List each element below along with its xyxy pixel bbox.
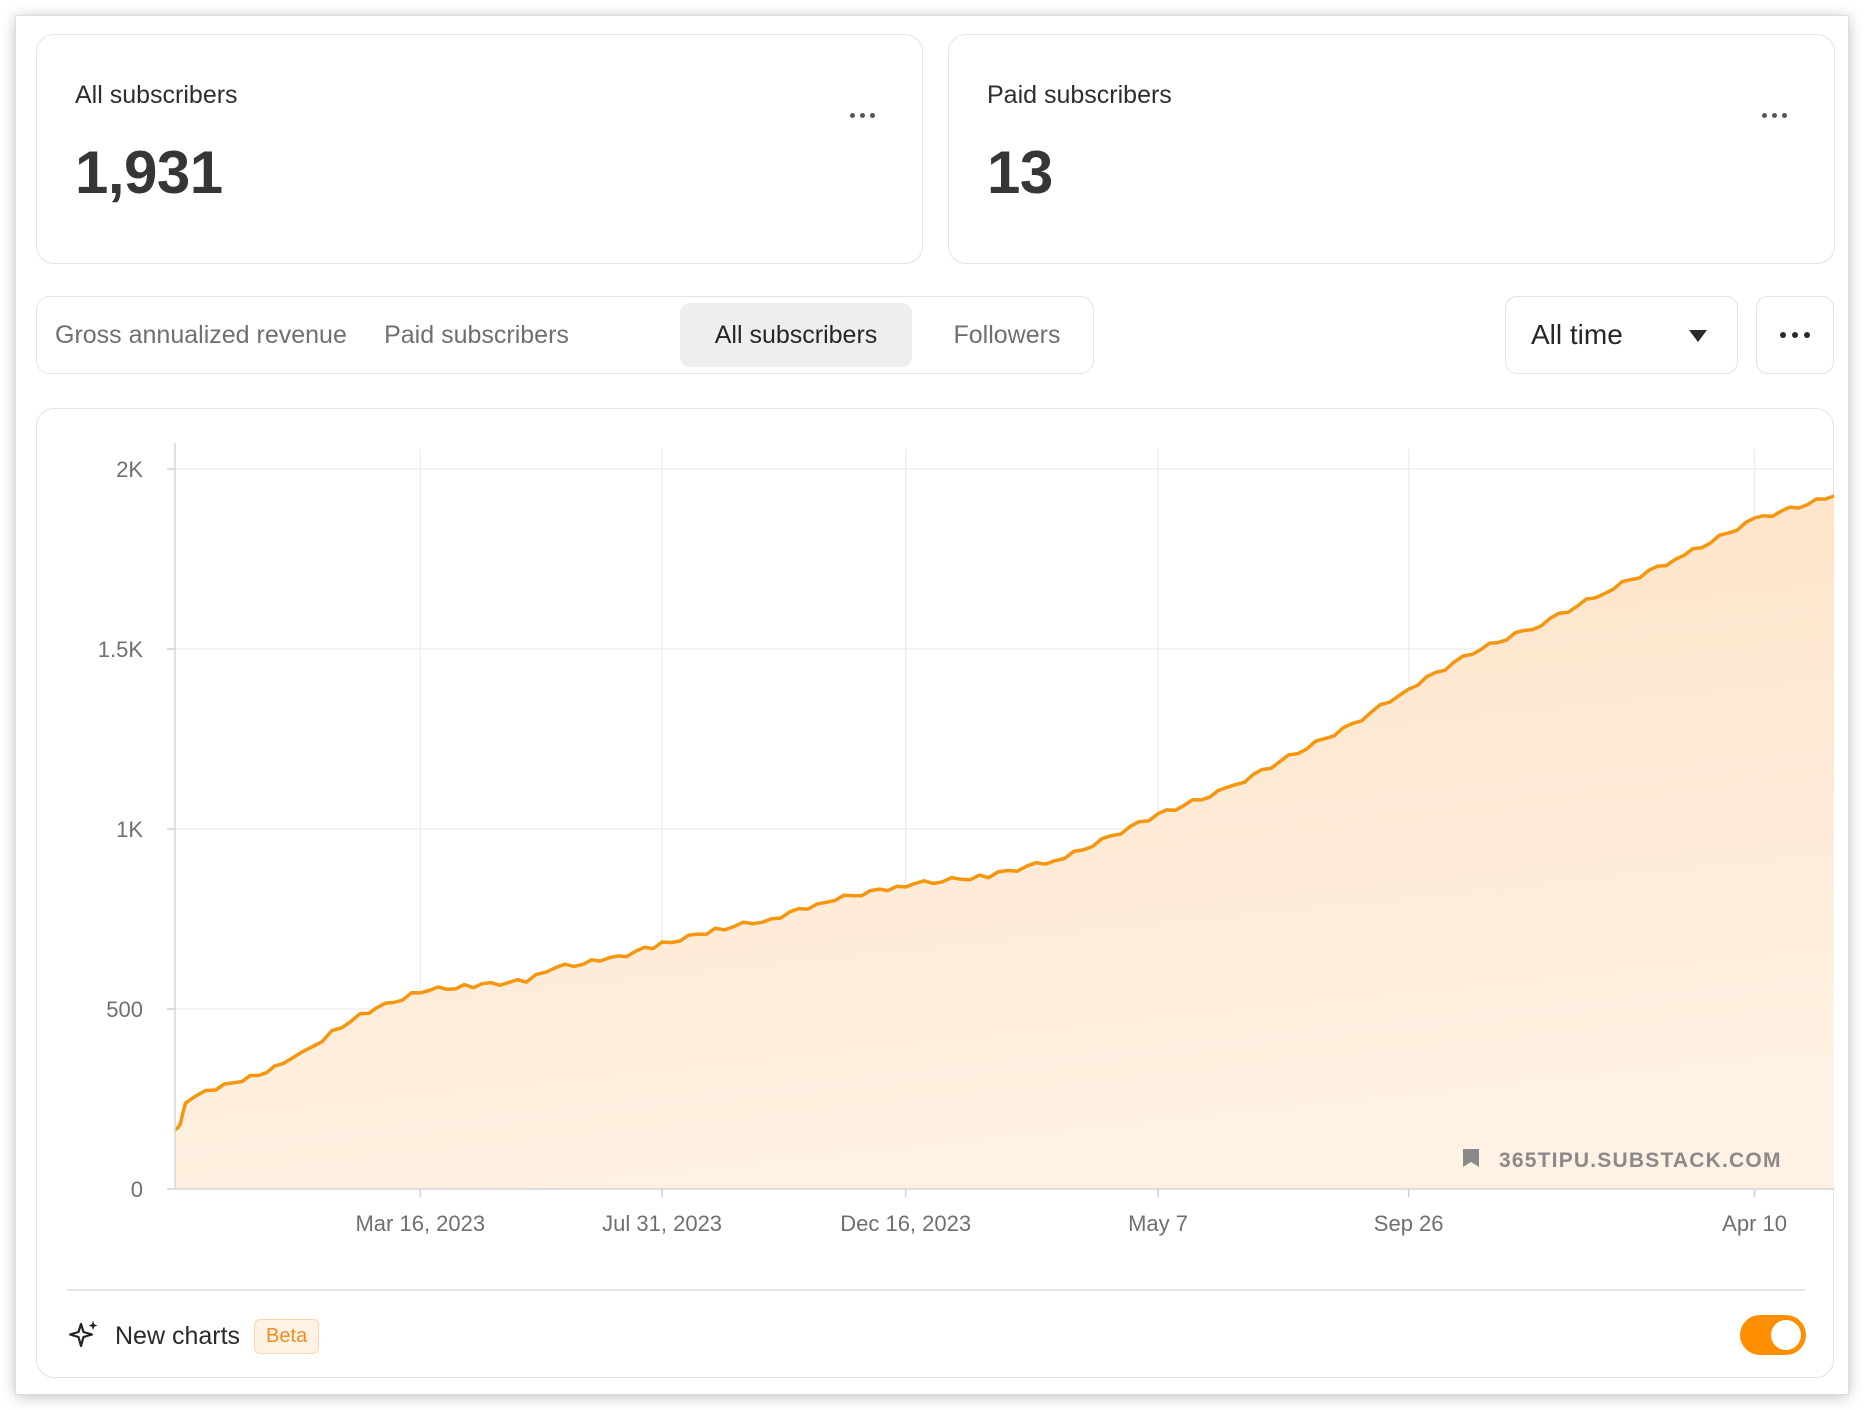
watermark-text: 365TIPU.SUBSTACK.COM <box>1499 1149 1782 1172</box>
series-line <box>174 494 1835 1132</box>
data-point <box>770 917 774 921</box>
watermark: 365TIPU.SUBSTACK.COM <box>1463 1149 1782 1172</box>
tab-all-subscribers[interactable]: All subscribers <box>680 303 912 367</box>
data-point <box>607 957 611 961</box>
new-charts-toggle[interactable] <box>1740 1315 1806 1355</box>
data-point <box>1539 622 1543 626</box>
data-point <box>178 1120 182 1124</box>
data-point <box>1156 813 1160 817</box>
data-point <box>1287 755 1291 759</box>
dashboard-frame: All subscribers 1,931 Paid subscribers 1… <box>16 16 1848 1394</box>
x-tick-label: Dec 16, 2023 <box>840 1211 971 1236</box>
chart-card: 0 500 1K 1.5K 2K Mar 16, 2023 Jul 31, 2023 Dec … <box>36 408 1835 1378</box>
data-point <box>554 966 558 970</box>
all-subscribers-label: All subscribers <box>75 81 238 109</box>
data-point <box>214 1086 218 1090</box>
time-range-select[interactable]: All time <box>1505 296 1738 374</box>
chart-more-button[interactable] <box>1756 296 1834 374</box>
data-point <box>418 989 422 993</box>
tab-paid-subscribers[interactable]: Paid subscribers <box>384 321 569 349</box>
data-point <box>713 928 717 932</box>
paid-subscribers-value: 13 <box>987 139 1053 206</box>
footer-divider <box>67 1289 1805 1291</box>
data-point <box>524 979 528 983</box>
data-point <box>471 984 475 988</box>
bookmark-icon <box>1463 1149 1479 1167</box>
time-range-value: All time <box>1531 319 1623 350</box>
area-fill <box>175 496 1834 1189</box>
data-point <box>824 899 828 903</box>
data-point <box>1611 586 1615 590</box>
x-tick-label: Apr 10 <box>1722 1211 1787 1236</box>
data-point <box>330 1030 334 1034</box>
data-point <box>281 1063 285 1067</box>
data-point <box>1350 723 1354 727</box>
data-point <box>1225 787 1229 791</box>
data-point <box>392 1000 396 1004</box>
subscribers-chart: 0 500 1K 1.5K 2K Mar 16, 2023 Jul 31, 2023 Dec … <box>98 443 1835 1236</box>
y-tick-label: 1.5K <box>98 637 144 662</box>
data-point <box>184 1099 188 1103</box>
x-tick-label: Mar 16, 2023 <box>355 1211 485 1236</box>
data-point <box>1063 856 1067 860</box>
data-point <box>1470 651 1474 655</box>
paid-subscribers-card: Paid subscribers 13 <box>948 34 1835 264</box>
data-point <box>987 874 991 878</box>
data-point <box>300 1052 304 1056</box>
paid-subscribers-label: Paid subscribers <box>987 81 1172 109</box>
new-charts-label: New charts <box>115 1321 241 1350</box>
data-point <box>660 942 664 946</box>
metric-tabs: Gross annualized revenue Paid subscriber… <box>36 296 1094 374</box>
beta-badge: Beta <box>254 1318 320 1354</box>
y-tick-label: 0 <box>131 1177 143 1202</box>
tab-followers[interactable]: Followers <box>953 321 1061 349</box>
y-tick-label: 1K <box>116 817 143 842</box>
more-options-icon[interactable] <box>842 100 882 130</box>
x-tick-label: May 7 <box>1128 1211 1188 1236</box>
y-tick-label: 2K <box>116 457 143 482</box>
more-options-icon[interactable] <box>1754 100 1794 130</box>
new-charts-row: New charts Beta <box>67 1313 320 1359</box>
sparkle-icon <box>68 1321 98 1348</box>
all-subscribers-value: 1,931 <box>75 139 223 206</box>
data-point <box>173 1128 177 1132</box>
data-point <box>904 883 908 887</box>
data-point <box>1682 553 1686 557</box>
x-tick-label: Sep 26 <box>1374 1211 1444 1236</box>
data-point <box>240 1079 244 1083</box>
y-tick-label: 500 <box>106 997 143 1022</box>
data-point <box>1753 517 1757 521</box>
all-subscribers-card: All subscribers 1,931 <box>36 34 923 264</box>
toggle-knob <box>1771 1320 1801 1350</box>
data-point <box>1407 687 1411 691</box>
data-point <box>358 1012 362 1016</box>
tab-gross-annualized-revenue[interactable]: Gross annualized revenue <box>55 321 347 349</box>
x-tick-label: Jul 31, 2023 <box>602 1211 722 1236</box>
chevron-down-icon <box>1689 330 1707 342</box>
